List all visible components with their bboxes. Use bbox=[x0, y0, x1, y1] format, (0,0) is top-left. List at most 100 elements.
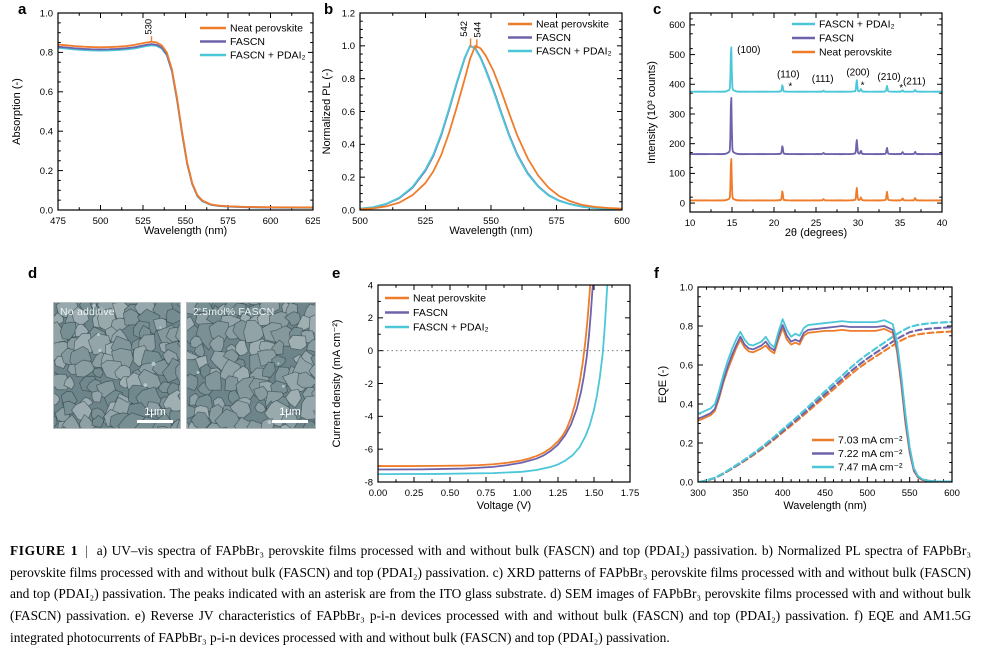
sem-grain bbox=[175, 362, 180, 384]
sem-image-no-additive: No additive 1μm bbox=[53, 302, 181, 429]
y-axis-title: Normalized PL (-) bbox=[321, 69, 333, 155]
legend-label: Neat perovskite bbox=[819, 47, 892, 59]
sem-grain bbox=[310, 353, 315, 370]
sem-grain bbox=[190, 411, 212, 428]
sem-speck bbox=[277, 362, 280, 365]
sem-grain bbox=[61, 414, 81, 428]
y-tick-label: 0.2 bbox=[680, 438, 693, 449]
x-tick-label: 350 bbox=[732, 488, 748, 499]
x-tick-label: 550 bbox=[483, 216, 499, 227]
sem-grain bbox=[78, 413, 96, 428]
y-tick-label: 0.4 bbox=[40, 127, 53, 138]
y-tick-label: 0.0 bbox=[40, 205, 53, 216]
sem-grain bbox=[287, 334, 307, 351]
legend-label: FASCN bbox=[413, 307, 448, 319]
jv-characteristics-chart: 0.00 0.25 0.50 0.75 1.00 1.25 1.50 1.75 4 2 0 -2 -4 -… bbox=[331, 280, 639, 512]
sem-speck bbox=[198, 308, 201, 311]
sem-grain bbox=[91, 414, 105, 428]
sem-grain bbox=[54, 408, 56, 417]
x-tick-label: 600 bbox=[614, 216, 630, 227]
y-tick-label: 1.2 bbox=[342, 8, 355, 19]
x-axis-title: Wavelength (nm) bbox=[783, 500, 866, 512]
caption-text: a) UV–vis spectra of FAPbBr₃ perovskite … bbox=[10, 543, 971, 645]
sem-speck bbox=[267, 420, 272, 424]
legend-label: FASCN + PDAI₂ bbox=[230, 50, 306, 62]
y-tick-label: 1.0 bbox=[680, 282, 693, 293]
legend-label: 7.03 mA cm⁻² bbox=[838, 435, 903, 447]
x-tick-label: 600 bbox=[263, 216, 279, 227]
sem-grain bbox=[280, 410, 299, 428]
annotation-text: * bbox=[899, 83, 903, 94]
series-fascn bbox=[58, 43, 313, 209]
x-tick-label: 475 bbox=[50, 216, 66, 227]
legend-label: FASCN bbox=[536, 32, 571, 44]
x-tick-label: 1.00 bbox=[513, 488, 532, 499]
y-tick-label: 0.6 bbox=[680, 360, 693, 371]
sem-grain bbox=[91, 390, 103, 403]
sem-grain bbox=[175, 323, 180, 343]
y-tick-label: 400 bbox=[669, 80, 685, 91]
annotation-text: * bbox=[861, 81, 865, 92]
sem-grain bbox=[58, 426, 67, 428]
annotation-text: (111) bbox=[812, 74, 834, 85]
y-axis-title: Absorption (-) bbox=[11, 78, 23, 145]
x-tick-label: 30 bbox=[853, 218, 864, 229]
series-neat-perovskite bbox=[378, 285, 592, 467]
panel-c-xrd: c 10 15 20 25 30 35 40 0 100 200 300 400 500 600 (100)… bbox=[645, 0, 981, 240]
sem-grain bbox=[161, 357, 180, 384]
x-tick-label: 0.25 bbox=[405, 488, 424, 499]
sem-grain bbox=[312, 303, 315, 304]
series-eqe-neat-perovskite bbox=[698, 327, 952, 482]
y-tick-label: 500 bbox=[669, 50, 685, 61]
pl-spectra-chart: 500 525 550 575 600 0.0 0.2 0.4 0.6 0.8 1.0 1.2 542 5… bbox=[321, 8, 630, 237]
annotation-text: 544 bbox=[473, 22, 484, 38]
sem-grain bbox=[156, 426, 169, 428]
plot-frame bbox=[377, 284, 631, 483]
y-tick-label: 1.0 bbox=[342, 41, 355, 52]
sem-grain bbox=[165, 308, 180, 324]
sem-grain bbox=[175, 427, 177, 428]
x-tick-label: 525 bbox=[135, 216, 151, 227]
series-fascn-pdai bbox=[58, 44, 313, 209]
sem-label-no-additive: No additive bbox=[60, 306, 115, 318]
eqe-chart: 300 350 400 450 500 550 600 0.0 0.2 0.4 0.6 0.8 1.0 W… bbox=[657, 282, 960, 512]
scale-bar: 1μm bbox=[137, 407, 173, 423]
sem-grain bbox=[262, 361, 276, 378]
scale-label: 1μm bbox=[279, 406, 301, 418]
panel-a-uvvis: a 475 500 525 550 575 600 625 0.0 0.2 0.4 0.6 0.8 1.… bbox=[0, 0, 321, 240]
x-tick-label: 0.00 bbox=[369, 488, 388, 499]
sem-speck bbox=[196, 371, 200, 375]
panel-d-sem: d No additive 1μm 2.5mol% FASCN 1μm bbox=[0, 252, 320, 524]
y-tick-label: 1.0 bbox=[40, 8, 53, 19]
sem-grain bbox=[204, 370, 222, 391]
y-tick-label: 0.2 bbox=[40, 166, 53, 177]
sem-grain bbox=[54, 392, 60, 406]
x-tick-label: 1.50 bbox=[585, 488, 604, 499]
sem-grain bbox=[313, 419, 315, 427]
sem-grain bbox=[308, 314, 315, 334]
plot-frame bbox=[689, 12, 943, 213]
sem-grain bbox=[235, 339, 249, 357]
sem-grain bbox=[63, 375, 75, 390]
y-tick-label: 0.4 bbox=[680, 399, 693, 410]
y-tick-label: 0.8 bbox=[40, 48, 53, 59]
x-tick-label: 0.75 bbox=[477, 488, 496, 499]
sem-grain bbox=[187, 405, 197, 419]
sem-grain bbox=[177, 340, 180, 348]
series-fascn bbox=[378, 285, 594, 471]
sem-grain bbox=[305, 338, 315, 353]
x-tick-label: 300 bbox=[690, 488, 706, 499]
panel-label-d: d bbox=[28, 265, 38, 282]
sem-grain bbox=[312, 409, 315, 416]
sem-speck bbox=[314, 366, 315, 367]
sem-grain bbox=[271, 354, 286, 368]
x-tick-label: 450 bbox=[817, 488, 833, 499]
legend-label: Neat perovskite bbox=[230, 23, 303, 35]
x-tick-label: 600 bbox=[944, 488, 960, 499]
x-axis-title: Voltage (V) bbox=[477, 500, 531, 512]
legend-label: 7.47 mA cm⁻² bbox=[838, 462, 903, 474]
x-tick-label: 625 bbox=[305, 216, 320, 227]
annotation-text: (200) bbox=[846, 67, 869, 78]
sem-speck bbox=[151, 361, 156, 367]
